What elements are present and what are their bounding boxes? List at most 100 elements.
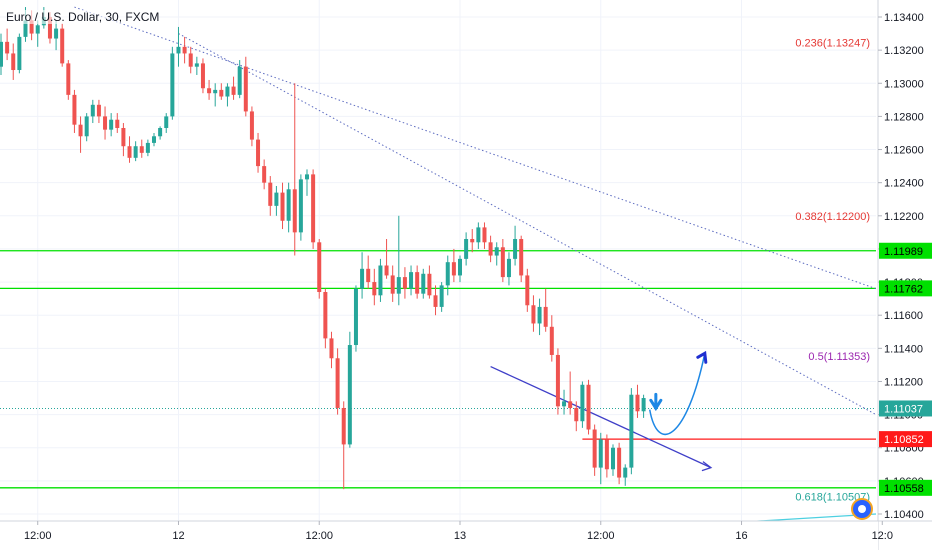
candle-body [225,86,230,97]
candle-body [72,94,77,125]
candle-body [390,275,395,294]
candle-body [335,358,340,408]
candle-body [439,285,444,307]
time-tick-label: 12:00 [305,530,333,542]
price-badge-label: 1.11037 [884,403,923,415]
candle-body [280,192,285,221]
trend-lines [74,6,877,532]
price-badges: 1.11989 1.11762 1.11037 1.10852 1.10558 [879,242,932,496]
candle-body [525,275,530,306]
price-axis[interactable]: 1.13400 1.13200 1.13000 1.12800 1.12600 1.124… [877,0,932,550]
candle-body [231,86,236,95]
up-arrow-icon [696,350,708,364]
fib-level-label: 0.236(1.13247) [795,37,870,49]
candle-body [35,25,40,34]
fibonacci-labels: 0.236(1.13247) 0.382(1.12200) 0.5(1.11353)… [795,37,870,503]
trend-line [74,6,877,290]
price-tick-label: 1.13000 [884,78,924,90]
price-tick-label: 1.12200 [884,211,924,223]
candle-body [152,136,156,143]
candle-body [604,439,609,470]
fib-level-label: 0.5(1.11353) [808,351,870,363]
candle-body [194,63,199,67]
price-tick-label: 1.11200 [884,376,923,388]
candle-body [421,273,426,294]
candle-body [323,292,328,339]
price-badge-label: 1.11762 [884,283,923,295]
chart-grid [0,0,883,521]
projection-curve [648,353,706,436]
candle-body [617,447,622,478]
candle-body [121,127,126,147]
candle-body [500,247,505,278]
price-badge [879,242,932,259]
candle-body [256,139,261,167]
candle-body [90,104,95,117]
price-tick-label: 1.12600 [884,145,924,157]
candle-body [543,306,548,327]
candle-body [29,20,34,34]
time-tick-label: 12:00 [24,530,52,542]
price-tick-label: 1.11400 [884,343,923,355]
candle-body [54,28,59,39]
candle-body [366,268,371,283]
horizontal-levels [0,250,876,489]
price-tick-label: 1.13200 [884,45,924,57]
candle-body [109,119,114,130]
time-axis-bg [0,521,878,550]
candle-body [488,242,493,256]
time-tick-label: 16 [735,530,747,542]
time-tick-label: 13 [454,530,466,542]
candle-body [23,20,28,37]
candle-body [0,41,3,67]
time-axis[interactable]: 12:00 12 12:00 13 12:00 16 12:0 [0,520,932,550]
candle-body [60,28,65,64]
candle-body [47,17,52,39]
candle-body [133,146,138,158]
candle-body [268,182,273,206]
candle-body [243,66,248,112]
candle-body [237,66,242,95]
candle-body [531,305,536,324]
candle-body [549,326,554,355]
fib-level-label: 0.618(1.10507) [795,491,870,503]
candle-body [409,272,414,289]
candle-body [470,238,475,243]
candle-body [305,174,309,180]
price-badge-label: 1.11989 [884,246,923,258]
candle-body [341,407,346,445]
candle-body [249,111,254,140]
candle-body [458,258,462,276]
candle-body [219,89,224,97]
candle-body [5,41,10,54]
candle-body [580,384,585,422]
candle-body [384,265,389,276]
candle-body [353,288,358,346]
time-tick-label: 12:0 [872,530,893,542]
candle-body [592,429,597,468]
candle-body [360,268,365,289]
candle-body [78,124,83,137]
candle-body [433,295,438,307]
candle-body [200,63,205,89]
candle-body [427,273,432,296]
time-tick-label: 12 [172,530,184,542]
candle-body [555,354,560,407]
price-badge-label: 1.10558 [884,483,924,495]
price-badge [879,280,932,297]
candle-body [96,104,101,117]
candle-body [158,127,163,137]
symbol-title: Euro / U.S. Dollar, 30, FXCM [6,10,160,24]
candle-body [494,247,499,256]
price-tick-label: 1.12800 [884,111,924,123]
price-tick-label: 1.13400 [884,12,924,24]
time-tick-label: 12:00 [587,530,615,542]
candle-body [286,189,291,221]
price-tick-label: 1.10400 [884,509,924,521]
trend-line [178,33,877,416]
channel-arrowhead [701,461,713,472]
candle-body [623,467,628,478]
candle-body [182,46,187,54]
candle-body [164,116,169,128]
